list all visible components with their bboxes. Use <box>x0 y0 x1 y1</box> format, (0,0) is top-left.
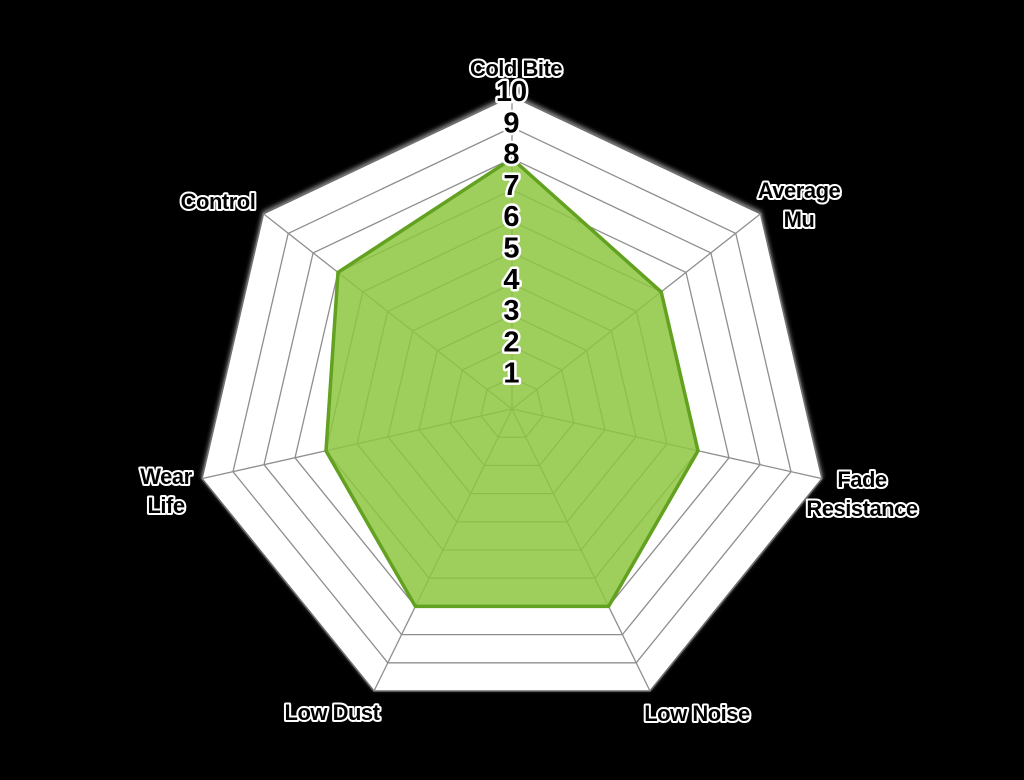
tick-label-8: 8 <box>503 139 519 171</box>
grid-ring-8 <box>263 157 761 636</box>
tick-label-5: 5 <box>503 233 519 265</box>
axis-label-low-dust: Low Dust <box>285 700 381 725</box>
tick-label-3: 3 <box>503 295 519 327</box>
axis-label-control: Control <box>181 189 256 214</box>
tick-label-2: 2 <box>503 326 518 358</box>
axis-label-fade-resistance: Fade <box>837 467 887 492</box>
tick-label-4: 4 <box>503 264 519 296</box>
grid-ring-9 <box>232 126 792 664</box>
axis-label-wear-life: Life <box>147 493 184 518</box>
tick-label-7: 7 <box>503 170 518 202</box>
tick-label-9: 9 <box>503 107 519 139</box>
axis-label-cold-bite: Cold Bite <box>470 56 562 81</box>
axis-label-average-mu: Average <box>758 178 841 203</box>
tick-label-1: 1 <box>503 358 519 390</box>
data-polygon <box>324 156 700 609</box>
axis-label-low-noise: Low Noise <box>644 701 750 726</box>
axis-label-wear-life: Wear <box>140 464 192 489</box>
tick-label-10: 10 <box>496 76 526 108</box>
axis-label-fade-resistance: Resistance <box>806 496 917 521</box>
axis-label-average-mu: Mu <box>784 207 815 232</box>
tick-label-6: 6 <box>503 201 519 233</box>
